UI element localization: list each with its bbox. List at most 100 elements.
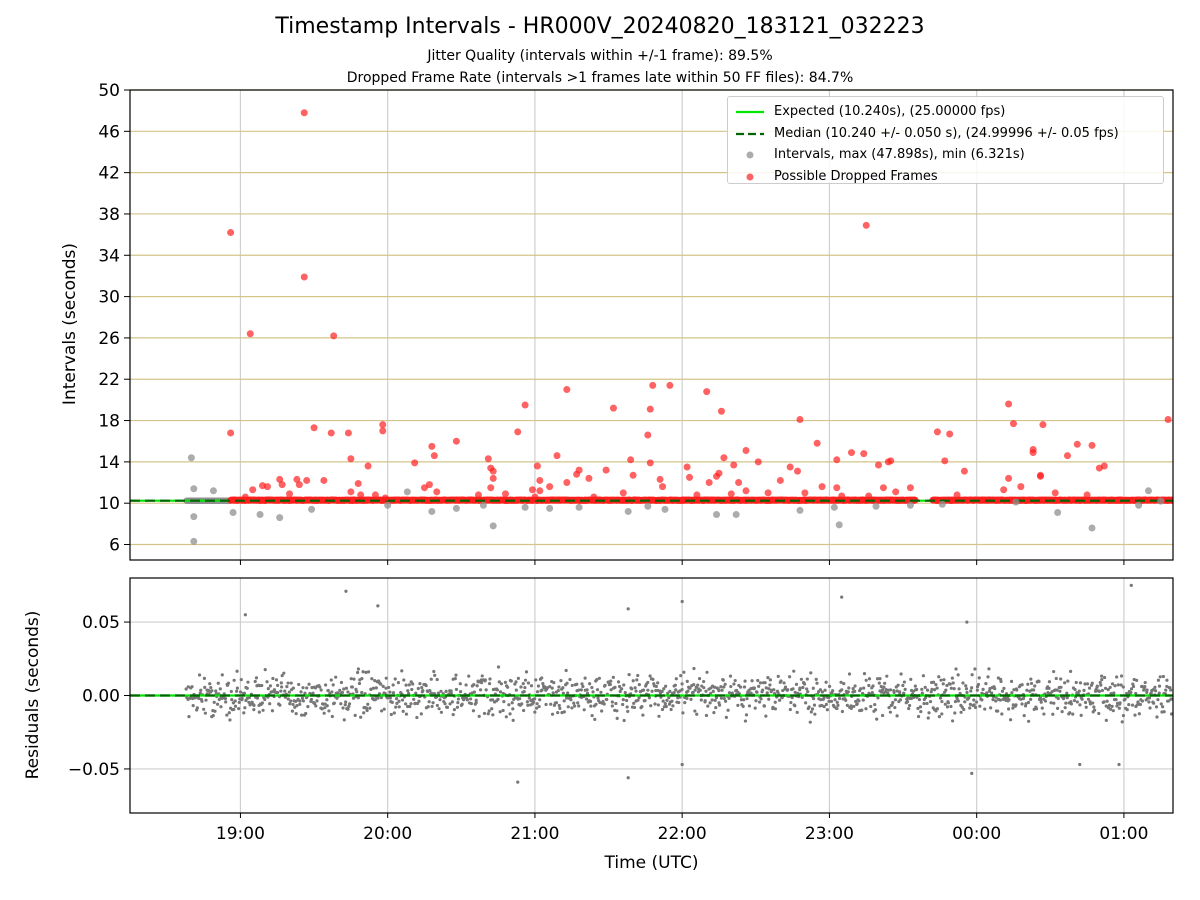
residual-point [1121, 685, 1125, 689]
residual-point [937, 715, 942, 719]
interval-point [1157, 497, 1165, 505]
residual-point [653, 702, 657, 706]
residual-point [270, 709, 275, 713]
residual-point [835, 706, 839, 711]
residual-point [554, 701, 559, 705]
residual-point [429, 691, 434, 695]
residual-point [401, 709, 405, 713]
dropped-frame-point [1017, 483, 1025, 491]
residual-point [1032, 688, 1036, 692]
residual-point [926, 716, 930, 720]
residual-point [275, 690, 280, 695]
residual-point [418, 682, 422, 686]
residual-point [621, 698, 625, 702]
residual-point [223, 697, 228, 701]
residual-point [1037, 679, 1041, 684]
residual-point [233, 699, 237, 703]
residual-point [1075, 700, 1079, 704]
residual-point [744, 713, 749, 717]
legend-label-median: Median (10.240 +/- 0.050 s), (24.99996 +… [774, 125, 1119, 141]
residual-point [465, 698, 469, 702]
residual-point [871, 684, 875, 688]
x-tick-label: 23:00 [805, 824, 854, 844]
residual-point [209, 685, 213, 690]
residual-point [903, 687, 907, 691]
residual-point [704, 713, 709, 718]
residual-point [815, 681, 819, 685]
residual-point [478, 688, 483, 692]
residual-point [203, 685, 207, 689]
residual-point [935, 686, 939, 690]
residual-point [1145, 688, 1149, 692]
residual-point [561, 691, 565, 695]
residual-point [693, 709, 697, 713]
residual-point [596, 696, 600, 700]
residual-point [469, 697, 473, 701]
interval-point [906, 501, 914, 509]
residual-point [944, 688, 948, 692]
residual-point [1006, 707, 1011, 711]
residual-point [1022, 713, 1026, 718]
dropped-frame-point [796, 416, 804, 424]
residual-point [935, 707, 940, 711]
residual-point [1120, 720, 1124, 724]
residual-point [719, 696, 723, 700]
residual-point [242, 691, 247, 695]
residual-point [232, 707, 236, 712]
residual-point [827, 699, 831, 703]
residual-point [359, 715, 363, 719]
residual-point [805, 687, 809, 691]
dropped-frame-point [627, 456, 635, 464]
residual-point [1043, 699, 1048, 703]
residual-point [413, 701, 417, 705]
interval-point [479, 501, 487, 509]
top-y-tick-label: 18 [98, 412, 120, 432]
residual-point [1069, 702, 1073, 706]
residual-point [952, 687, 956, 691]
residual-point [855, 702, 859, 706]
dropped-frame-point [590, 493, 598, 501]
residual-point [893, 705, 897, 710]
residual-point [813, 712, 817, 716]
residual-point [724, 715, 728, 719]
residual-point [364, 670, 368, 674]
residual-point [599, 690, 603, 694]
residual-point [338, 688, 342, 692]
residual-point [412, 697, 416, 701]
residual-point [498, 690, 503, 694]
dropped-frame-point [1088, 441, 1096, 449]
residual-point [651, 677, 655, 681]
residual-point [876, 696, 880, 700]
residual-point [595, 688, 600, 692]
residual-point [685, 696, 689, 701]
residual-point [920, 691, 924, 695]
residual-point [752, 686, 756, 690]
residual-point [356, 670, 360, 675]
residual-point [648, 674, 652, 678]
residual-outlier-point [516, 780, 520, 784]
residual-point [625, 705, 629, 709]
residual-point [750, 679, 754, 683]
residual-point [749, 691, 753, 695]
residual-point [668, 689, 672, 694]
residual-point [609, 688, 613, 692]
residual-point [487, 682, 492, 686]
residual-point [792, 669, 796, 673]
residual-point [400, 698, 405, 702]
residual-point [475, 684, 479, 688]
residual-point [566, 691, 570, 695]
residual-point [851, 687, 855, 691]
residual-point [354, 687, 358, 691]
residual-point [511, 718, 515, 722]
residual-point [965, 690, 969, 695]
residual-point [1079, 713, 1083, 717]
dropped-frame-point [742, 487, 750, 495]
residual-point [1021, 696, 1026, 701]
residual-point [723, 682, 727, 686]
residual-point [646, 680, 650, 685]
residual-point [502, 700, 506, 704]
residual-point [190, 685, 194, 689]
dropped-frame-point [833, 456, 841, 464]
residual-point [232, 678, 236, 682]
legend-label-expected: Expected (10.240s), (25.00000 fps) [774, 104, 1006, 119]
